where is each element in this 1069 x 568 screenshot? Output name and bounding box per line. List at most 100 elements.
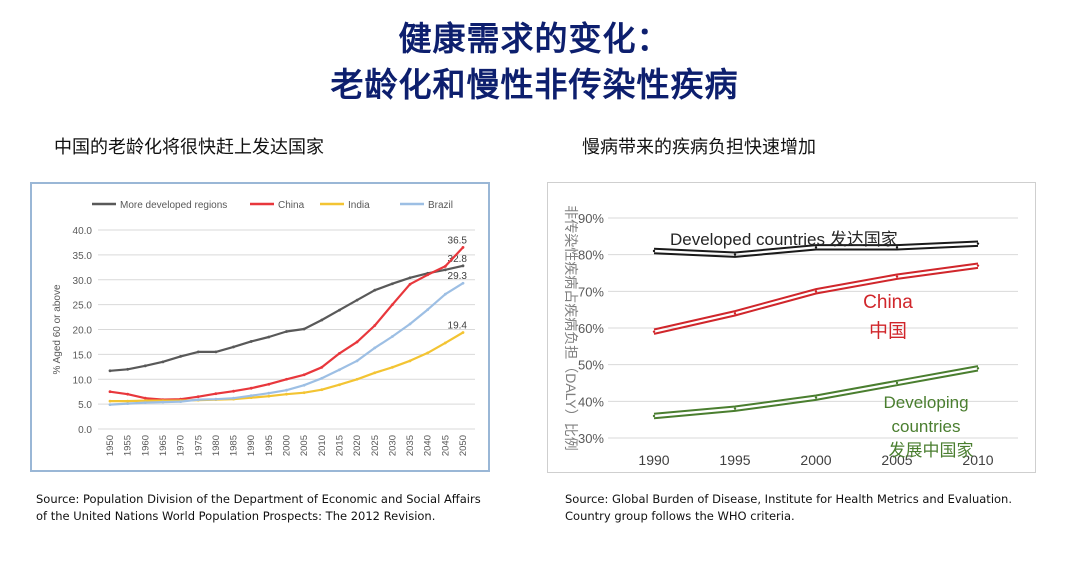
x-tick-label: 2050 — [458, 435, 469, 456]
data-point-1-2 — [143, 396, 147, 400]
x-tick-label: 2035 — [405, 435, 416, 456]
y-tick-label: 40.0 — [73, 226, 93, 237]
data-point-1-3 — [895, 275, 899, 278]
left-source-line1: Source: Population Division of the Depar… — [36, 492, 481, 506]
data-point-2-15 — [373, 371, 377, 375]
page-title-line1: 健康需求的变化： — [398, 19, 671, 58]
data-point-1-20 — [461, 246, 465, 249]
data-point-1-6 — [214, 392, 218, 396]
legend-label-3: Brazil — [428, 200, 453, 211]
x-tick-label: 1985 — [229, 435, 240, 456]
data-point-1-18 — [426, 273, 430, 277]
data-point-1-8 — [249, 386, 253, 390]
data-point-2-16 — [391, 365, 394, 369]
left-source-line2: of the United Nations World Population P… — [36, 509, 436, 523]
data-point-2-0 — [652, 414, 656, 418]
data-point-0-10 — [285, 330, 288, 333]
data-point-3-19 — [443, 292, 447, 296]
data-point-0-1 — [126, 367, 130, 371]
data-point-0-3 — [161, 360, 165, 364]
data-point-1-0 — [108, 390, 112, 394]
data-point-3-4 — [179, 400, 183, 404]
data-point-0-3 — [895, 246, 899, 249]
data-point-3-5 — [196, 398, 200, 402]
data-point-1-17 — [408, 282, 412, 286]
data-point-3-2 — [143, 401, 147, 405]
end-label-0: 32.8 — [448, 254, 468, 265]
data-point-1-1 — [733, 312, 737, 315]
label-developing-en2: countries — [892, 417, 961, 436]
data-point-0-12 — [320, 318, 324, 322]
left-chart-subtitle: 中国的老龄化将很快赶上发达国家 — [54, 137, 324, 158]
data-point-2-11 — [302, 391, 306, 395]
data-point-2-20 — [461, 331, 465, 334]
data-point-2-2 — [814, 396, 818, 399]
data-point-1-15 — [373, 324, 377, 327]
x-tick-label: 1990 — [246, 435, 257, 456]
data-point-1-19 — [443, 264, 447, 268]
data-point-0-2 — [814, 246, 818, 249]
data-point-1-4 — [976, 264, 980, 267]
y-tick-label: 80% — [578, 248, 604, 263]
label-china-cn: 中国 — [869, 320, 907, 342]
data-point-0-14 — [355, 298, 359, 302]
data-point-0-19 — [443, 268, 447, 272]
data-point-0-1 — [733, 253, 737, 256]
y-tick-label: 40% — [578, 394, 604, 409]
data-point-0-6 — [214, 350, 218, 354]
data-point-3-9 — [267, 391, 271, 395]
y-tick-label: 60% — [578, 321, 604, 336]
x-tick-label: 2010 — [962, 452, 993, 468]
aging-chart-panel: 0.0 5.0 10.0 15.0 20.0 25.0 30.0 35.0 40.0 1950 19… — [30, 182, 490, 472]
data-point-2-19 — [443, 341, 447, 345]
data-point-0-5 — [196, 350, 200, 354]
data-point-3-12 — [320, 376, 324, 380]
series-line-lower-2 — [653, 369, 979, 420]
series-line-upper-0 — [653, 240, 979, 254]
data-point-0-16 — [391, 282, 394, 286]
data-point-0-8 — [249, 340, 253, 343]
y-axis-label: 非传染性疾病占疾病负担（DALY）比例 — [563, 205, 579, 451]
data-point-3-13 — [338, 368, 341, 372]
data-point-1-1 — [126, 392, 130, 396]
y-tick-label: 35.0 — [73, 251, 93, 262]
data-point-3-18 — [426, 308, 430, 311]
data-point-0-2 — [143, 364, 147, 368]
legend-label-2: India — [348, 200, 370, 211]
data-point-3-10 — [285, 388, 288, 392]
series-line-3 — [109, 282, 464, 406]
aging-line-chart: 0.0 5.0 10.0 15.0 20.0 25.0 30.0 35.0 40.0 1950 19… — [52, 200, 475, 456]
x-tick-label: 2020 — [352, 435, 363, 456]
legend-label-1: China — [278, 200, 305, 211]
legend-label-0: More developed regions — [120, 200, 227, 211]
data-point-3-0 — [108, 403, 112, 407]
label-developing-cn: 发展中国家 — [889, 441, 974, 460]
x-tick-label: 2015 — [334, 435, 345, 456]
x-tick-label: 2005 — [881, 452, 912, 468]
data-point-2-18 — [426, 351, 430, 355]
data-point-1-11 — [302, 373, 306, 377]
x-tick-label: 2000 — [800, 452, 831, 468]
end-label-1: 36.5 — [448, 235, 468, 246]
y-tick-label: 5.0 — [78, 400, 92, 411]
x-tick-label: 2000 — [282, 435, 293, 456]
data-point-0-7 — [232, 345, 235, 349]
data-point-0-0 — [652, 249, 656, 253]
data-point-2-0 — [108, 399, 112, 403]
data-point-1-14 — [355, 340, 359, 344]
data-point-3-20 — [461, 281, 465, 285]
data-point-0-0 — [108, 369, 112, 373]
x-tick-label: 1990 — [638, 452, 669, 468]
series-line-lower-1 — [653, 266, 979, 335]
x-tick-label: 2005 — [299, 435, 310, 456]
data-point-2-1 — [126, 399, 130, 403]
data-point-2-3 — [895, 381, 899, 385]
series-line-upper-1 — [653, 262, 979, 331]
x-tick-label: 2045 — [440, 435, 451, 456]
y-tick-label: 15.0 — [73, 350, 93, 361]
x-tick-label: 1950 — [105, 435, 116, 456]
data-point-2-4 — [976, 367, 980, 370]
x-tick-label: 1980 — [211, 435, 222, 456]
data-point-2-14 — [355, 377, 359, 381]
data-point-3-17 — [408, 322, 412, 326]
